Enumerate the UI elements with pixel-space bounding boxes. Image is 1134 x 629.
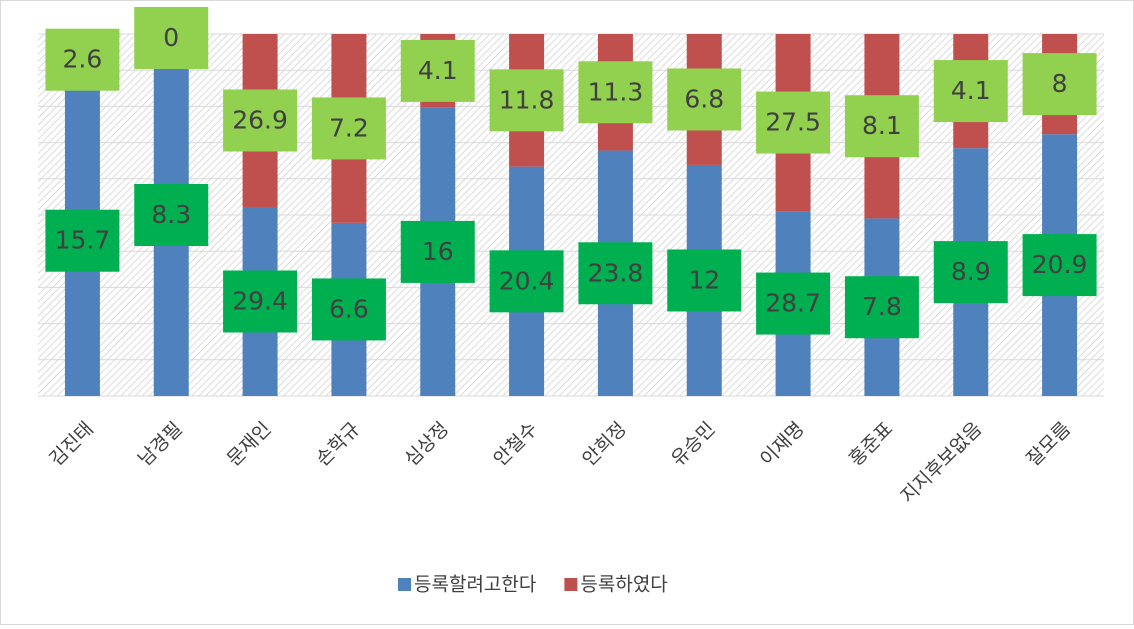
data-label-box [756, 91, 831, 154]
legend-label: 등록할려고한다 [414, 574, 536, 596]
data-label-box [45, 209, 120, 272]
data-label: 12 [688, 265, 720, 294]
data-label-box [844, 276, 919, 339]
data-label-box [667, 68, 742, 131]
data-label: 8 [1052, 69, 1068, 98]
data-label: 11.8 [499, 85, 555, 114]
data-label-box [223, 270, 298, 333]
data-label: 8.1 [862, 111, 902, 140]
data-label-box [134, 184, 209, 246]
data-label: 29.4 [232, 286, 288, 315]
data-label: 27.5 [765, 108, 821, 137]
data-label: 20.4 [499, 266, 555, 295]
data-label: 4.1 [418, 56, 458, 85]
data-label-box [489, 250, 564, 313]
data-label-box [400, 220, 475, 283]
data-label: 2.6 [63, 45, 103, 74]
data-label-box [134, 7, 209, 69]
data-label: 28.7 [765, 289, 821, 318]
data-label: 15.7 [55, 226, 111, 255]
data-label: 7.2 [329, 113, 369, 142]
data-label: 6.8 [684, 84, 724, 113]
data-label: 8.9 [951, 257, 991, 286]
data-label-box [400, 39, 475, 102]
data-label-box [311, 97, 386, 160]
data-label-box [756, 272, 831, 335]
data-label-box [933, 60, 1008, 123]
data-label-box [223, 89, 298, 152]
data-label: 26.9 [232, 105, 288, 134]
data-label-box [489, 69, 564, 132]
data-label: 8.3 [151, 200, 191, 229]
legend-swatch [564, 578, 578, 591]
data-label: 20.9 [1032, 250, 1088, 279]
data-label-box [1022, 53, 1097, 116]
data-label: 16 [422, 237, 454, 266]
data-label-box [667, 249, 742, 312]
legend-swatch [398, 578, 411, 591]
data-label-box [844, 95, 919, 158]
data-label-box [578, 242, 653, 305]
data-label: 7.8 [862, 292, 902, 321]
data-label-box [45, 28, 120, 91]
data-label: 23.8 [588, 258, 644, 287]
data-label: 4.1 [951, 76, 991, 105]
data-label-box [1022, 234, 1097, 297]
data-label-box [933, 241, 1008, 304]
data-label-box [311, 278, 386, 341]
data-label: 11.3 [588, 77, 644, 106]
legend-label: 등록하였다 [580, 574, 667, 596]
data-label: 0 [163, 23, 179, 52]
data-label: 6.6 [329, 294, 369, 323]
data-label-box [578, 61, 653, 124]
